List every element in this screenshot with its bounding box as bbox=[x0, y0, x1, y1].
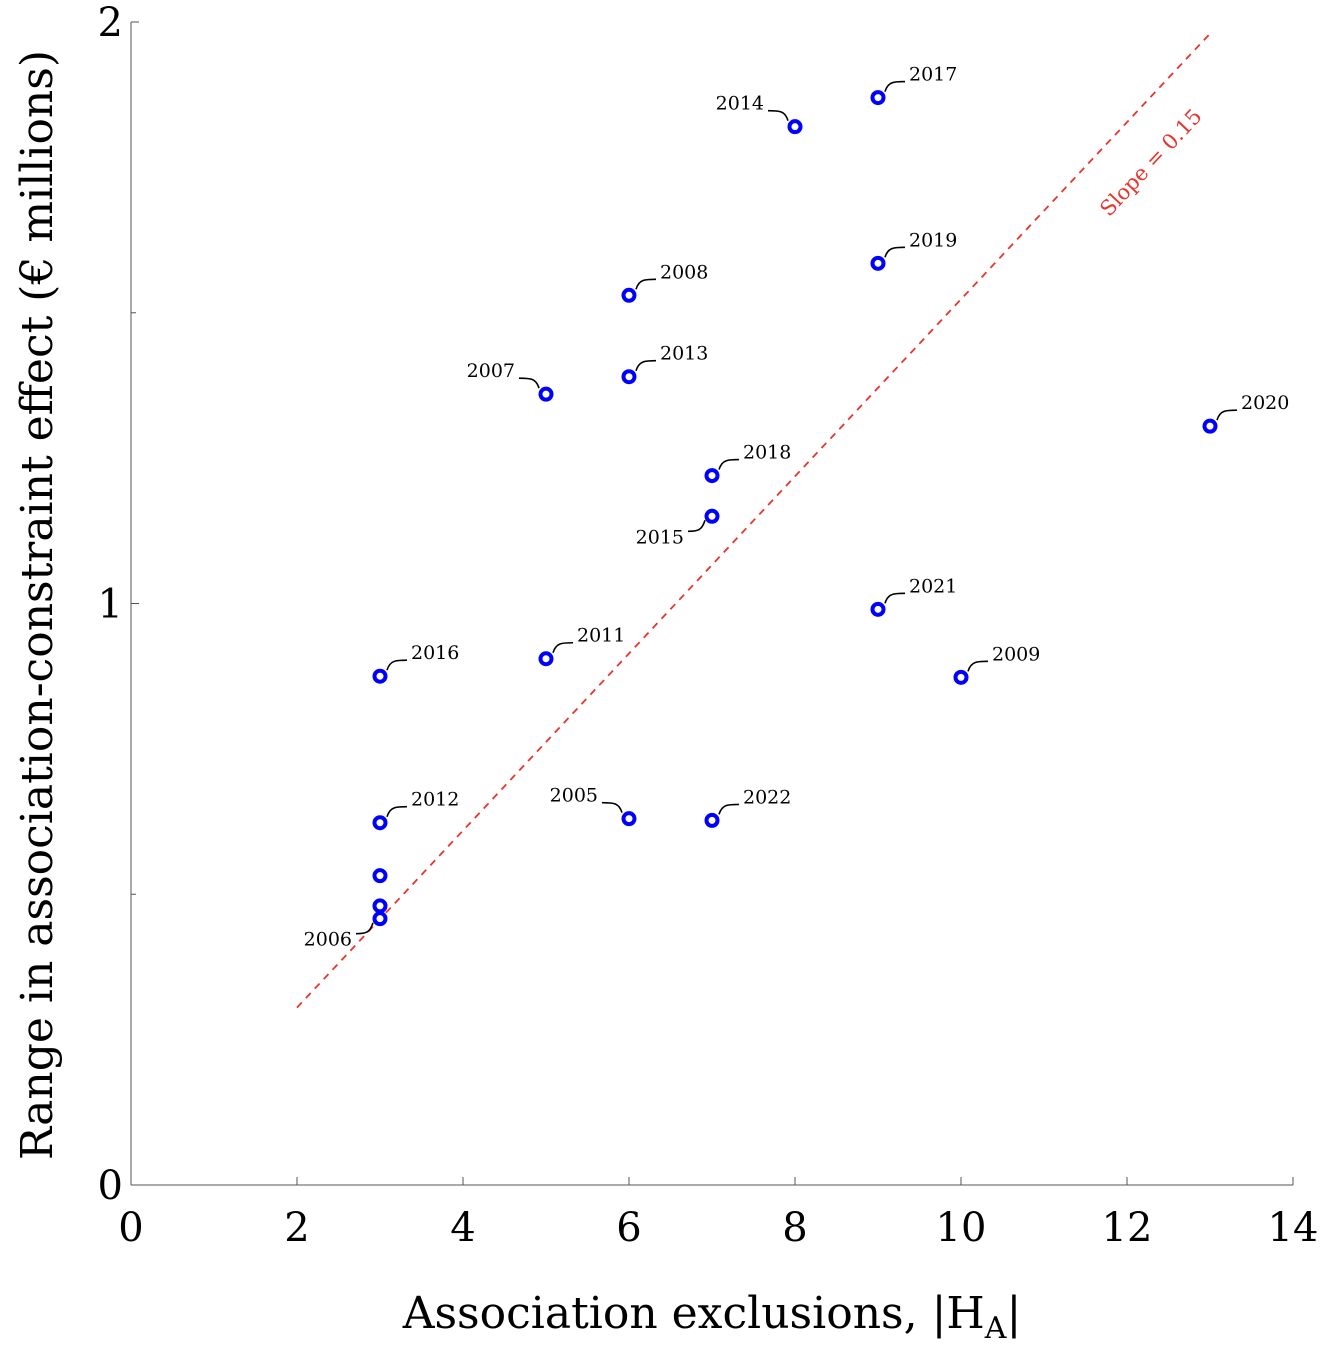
x-tick-label: 2 bbox=[284, 1205, 309, 1251]
point-labels: 2017 2014 2019 2008 2013 2007 2020 2018 2015 2021… bbox=[304, 64, 1290, 951]
label-leader-line bbox=[552, 641, 574, 653]
point-label: 2007 bbox=[467, 360, 515, 382]
point-label: 2022 bbox=[743, 786, 791, 808]
leader-lines bbox=[355, 80, 1238, 935]
x-tick-label: 12 bbox=[1102, 1205, 1153, 1251]
y-tick-label: 2 bbox=[98, 0, 123, 46]
data-point bbox=[538, 386, 554, 402]
y-tick-label: 0 bbox=[98, 1163, 123, 1209]
point-label: 2021 bbox=[909, 575, 957, 597]
x-tick-label: 10 bbox=[936, 1205, 987, 1251]
label-leader-line bbox=[718, 458, 740, 470]
data-point bbox=[538, 651, 554, 667]
data-point bbox=[372, 815, 388, 831]
data-point bbox=[870, 255, 886, 271]
data-point bbox=[621, 287, 637, 303]
point-label: 2013 bbox=[660, 343, 708, 365]
data-point bbox=[372, 898, 388, 914]
data-point bbox=[953, 669, 969, 685]
label-leader-line bbox=[884, 592, 906, 604]
data-point bbox=[372, 868, 388, 884]
x-tick-label: 14 bbox=[1268, 1205, 1319, 1251]
point-label: 2015 bbox=[636, 526, 684, 548]
label-leader-line bbox=[635, 278, 657, 290]
data-points bbox=[372, 90, 1218, 927]
x-axis-title-main: Association exclusions, |H bbox=[402, 1288, 985, 1339]
x-ticks: 0 2 4 6 8 10 12 14 bbox=[118, 1177, 1318, 1251]
label-leader-line bbox=[518, 377, 540, 389]
y-ticks: 0 1 2 bbox=[98, 0, 139, 1209]
label-leader-line bbox=[687, 520, 706, 533]
data-point bbox=[870, 601, 886, 617]
x-tick-label: 4 bbox=[450, 1205, 475, 1251]
label-leader-line bbox=[767, 109, 789, 121]
x-tick-label: 6 bbox=[616, 1205, 641, 1251]
point-label: 2016 bbox=[411, 642, 459, 664]
data-point bbox=[787, 119, 803, 135]
point-label: 2011 bbox=[577, 625, 625, 647]
fit-line bbox=[296, 33, 1211, 1009]
point-label: 2006 bbox=[304, 929, 352, 951]
label-leader-line bbox=[601, 801, 623, 813]
data-point bbox=[704, 812, 720, 828]
label-leader-line bbox=[635, 359, 657, 371]
point-label: 2017 bbox=[909, 64, 957, 86]
fit-line-label: Slope = 0.15 bbox=[1095, 104, 1206, 221]
label-leader-line bbox=[386, 659, 408, 671]
point-label: 2019 bbox=[909, 229, 957, 251]
label-leader-line bbox=[718, 803, 740, 815]
point-label: 2018 bbox=[743, 442, 791, 464]
x-axis-title-subscript: A bbox=[984, 1311, 1007, 1346]
data-point bbox=[621, 811, 637, 827]
data-point bbox=[870, 90, 886, 106]
point-label: 2014 bbox=[716, 93, 764, 115]
y-axis-title: Range in association-constraint effect (… bbox=[12, 50, 63, 1160]
label-leader-line bbox=[1216, 409, 1238, 421]
point-label: 2020 bbox=[1241, 392, 1289, 414]
data-point bbox=[372, 911, 388, 927]
point-label: 2009 bbox=[992, 643, 1040, 665]
label-leader-line bbox=[967, 660, 989, 672]
data-point bbox=[704, 468, 720, 484]
point-label: 2008 bbox=[660, 261, 708, 283]
data-point bbox=[1202, 418, 1218, 434]
x-tick-label: 0 bbox=[118, 1205, 143, 1251]
label-leader-line bbox=[386, 805, 408, 817]
fit-line-group: Slope = 0.15 bbox=[296, 33, 1211, 1009]
label-leader-line bbox=[884, 80, 906, 92]
data-point bbox=[704, 508, 720, 524]
point-label: 2012 bbox=[411, 789, 459, 811]
x-axis-title-tail: | bbox=[1006, 1288, 1021, 1339]
data-point bbox=[372, 668, 388, 684]
label-leader-line bbox=[884, 246, 906, 258]
point-label: 2005 bbox=[550, 785, 598, 807]
y-tick-label: 1 bbox=[98, 582, 123, 628]
label-leader-line bbox=[355, 922, 374, 935]
x-axis-title: Association exclusions, |HA| bbox=[402, 1288, 1022, 1346]
data-point bbox=[621, 369, 637, 385]
x-tick-label: 8 bbox=[782, 1205, 807, 1251]
